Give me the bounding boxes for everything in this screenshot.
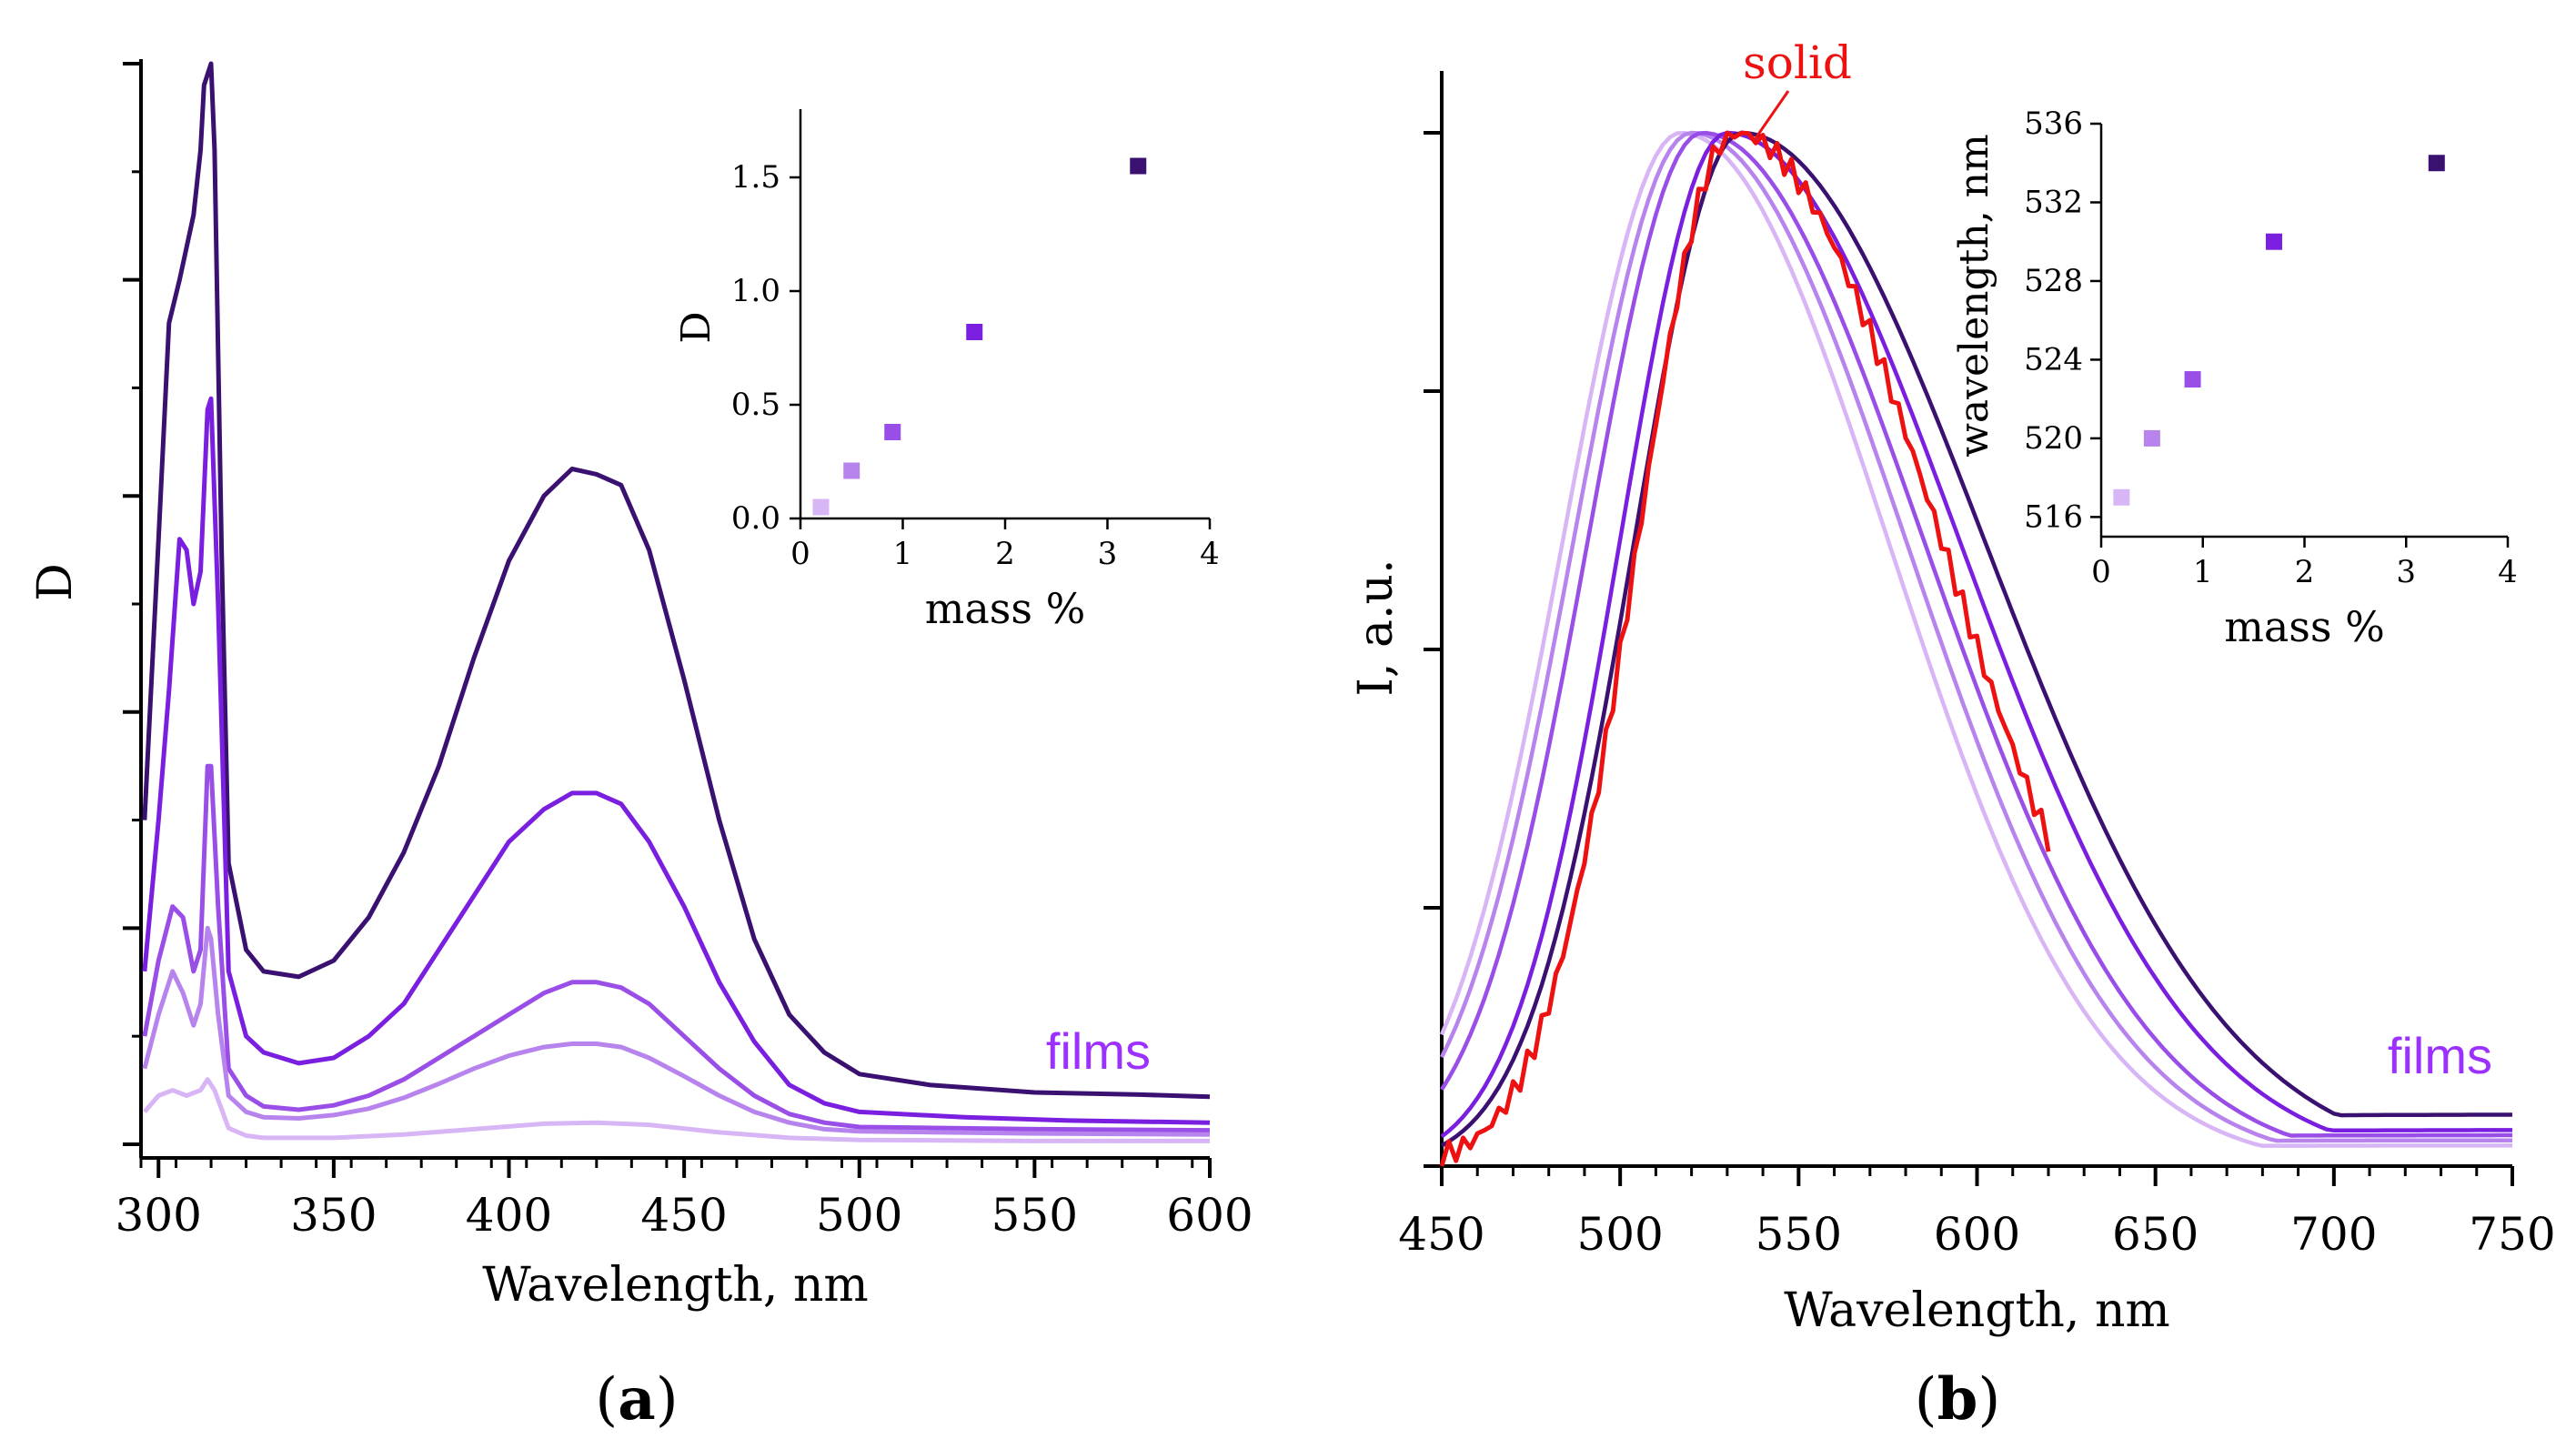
b-x-tick-label: 450 [1398,1208,1484,1261]
b-inset-y-axis-title: wavelength, nm [1951,134,1997,457]
a-series-line [143,1077,1210,1143]
b-inset-point [2143,429,2160,447]
a-x-tick-label: 550 [991,1189,1078,1242]
b-inset-point [2184,371,2201,388]
b-series-line [1439,130,2512,1143]
b-solid-label: solid [1743,36,1852,89]
a-series-line [142,925,1211,1137]
a-inset-point [843,462,860,479]
b-inset-point [2428,155,2445,172]
panel-b-chart: 450 500 550 600 650 700 750 Wavelength, nm I, a.… [1349,36,2556,1338]
a-x-tick-label: 600 [1166,1189,1253,1242]
a-y-axis-title: D [28,563,83,601]
b-inset-point [2113,488,2130,506]
b-inset-y-tick-label: 520 [2024,420,2083,457]
a-inset-x-axis-title: mass % [925,584,1086,633]
a-series-line [142,763,1211,1133]
a-inset-y-tick-label: 0.0 [731,500,780,537]
a-inset-y-axis-title: D [673,311,719,343]
panel-a-chart: 300 350 400 450 500 550 600 Wavelength, nm Dfilm… [28,59,1253,1313]
b-series-line [1440,130,2512,1148]
b-inset-y-tick-label: 532 [2024,184,2083,220]
b-inset-y-tick-label: 528 [2024,263,2083,299]
a-inset-y-tick-label: 0.5 [731,387,780,423]
a-inset-point [884,424,901,440]
b-x-tick-label: 600 [1934,1208,2020,1261]
a-inset-point [812,498,830,516]
a-inset-y-tick-label: 1.0 [731,273,780,309]
a-inset-point [1130,157,1147,175]
b-x-tick-label: 650 [2112,1208,2199,1261]
b-inset-y-tick-label: 524 [2024,341,2083,377]
a-x-tick-label: 300 [116,1189,202,1242]
panel-label-a: (a) [595,1365,678,1434]
b-x-tick-label: 550 [1756,1208,1842,1261]
b-x-tick-label: 500 [1576,1208,1663,1261]
a-series-line [142,61,1211,1100]
b-series-line [1440,130,2512,1139]
a-x-tick-label: 400 [466,1189,552,1242]
b-inset-x-axis-title: mass % [2224,602,2385,651]
a-inset-x-tick-label: 0 [790,536,810,572]
b-series-line [1439,130,2513,1148]
panel-label-a-letter: a [618,1365,655,1434]
b-inset-x-tick-label: 1 [2193,554,2213,590]
a-x-tick-label: 450 [640,1189,727,1242]
a-inset-x-tick-label: 2 [995,536,1015,572]
a-inset-x-tick-label: 3 [1098,536,1118,572]
b-inset-y-tick-label: 536 [2024,106,2083,142]
b-solid-line [1439,130,2051,1167]
a-inset-point [966,324,983,340]
a-inset-y-tick-label: 1.5 [731,159,780,196]
b-inset-y-tick-label: 516 [2024,498,2083,535]
b-solid-pointer [1754,90,1790,139]
b-films-annotation: films [2388,1027,2492,1084]
a-x-tick-label: 350 [290,1189,377,1242]
panel-label-b-letter: b [1937,1365,1978,1434]
b-inset-x-tick-label: 0 [2091,554,2111,590]
a-films-annotation: films [1046,1022,1151,1080]
a-inset-x-tick-label: 4 [1200,536,1220,572]
b-x-tick-label: 750 [2469,1208,2555,1261]
b-inset-point [2265,233,2282,250]
panel-label-b: (b) [1915,1365,2001,1434]
b-y-axis-title: I, a.u. [1349,558,1404,696]
b-inset-x-tick-label: 3 [2396,554,2416,590]
a-inset-x-tick-label: 1 [893,536,913,572]
a-series-line [142,396,1211,1125]
panel-labels: (a) (b) [595,1365,2000,1434]
a-x-axis-title: Wavelength, nm [482,1258,869,1313]
b-inset-x-tick-label: 2 [2295,554,2315,590]
b-inset-x-tick-label: 4 [2498,554,2518,590]
a-x-tick-label: 500 [816,1189,902,1242]
b-series-line [1440,130,2512,1138]
b-x-tick-label: 700 [2290,1208,2377,1261]
b-x-axis-title: Wavelength, nm [1784,1283,2170,1338]
